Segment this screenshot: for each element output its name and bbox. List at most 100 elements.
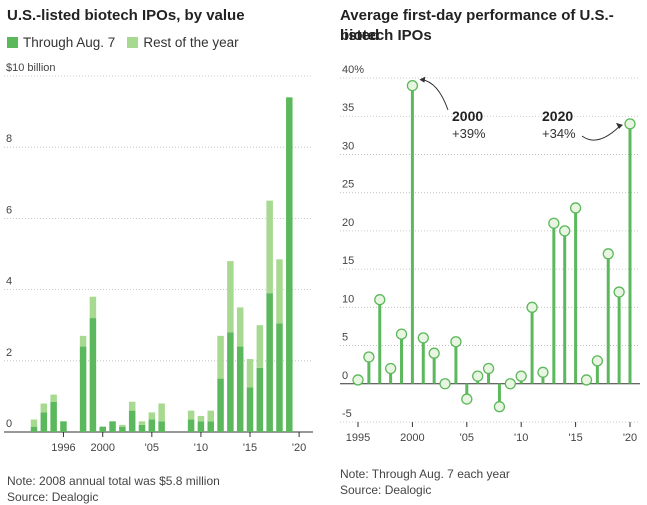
left-chart-title: U.S.-listed biotech IPOs, by value: [7, 7, 245, 24]
x-tick-label: '15: [243, 442, 257, 454]
legend-swatch-primary: [7, 37, 18, 48]
bar-through-aug-2019: [286, 97, 293, 433]
point-2015: [569, 202, 582, 214]
bar-rest-of-year-2004: [138, 421, 146, 425]
annotation-2000-year: 2000: [452, 108, 483, 124]
x-tick-label: 1996: [51, 442, 75, 454]
point-2018: [602, 248, 614, 260]
right-chart-title-line2: biotech IPOs: [340, 27, 432, 44]
bar-through-aug-1993: [30, 426, 38, 432]
y-tick-label: 2: [6, 347, 12, 359]
point-2009: [504, 378, 516, 390]
point-2010: [515, 370, 527, 382]
annotation-2000-arrow: [421, 79, 449, 111]
y-tick-label: 30: [342, 140, 354, 152]
x-tick-label: '10: [514, 432, 528, 444]
point-2012: [537, 366, 549, 378]
bar-rest-of-year-2003: [128, 401, 136, 411]
y-tick-label: -5: [342, 408, 352, 420]
first-day-performance-chart: -5 0 5 10 15 20 25 30 35 40% 1995 2000 '05 '10 '15 '20 2…: [340, 64, 640, 444]
bar-rest-of-year-2011: [207, 410, 214, 422]
y-tick-label: 40%: [342, 64, 364, 76]
bar-rest-of-year-1999: [89, 296, 97, 319]
bar-rest-of-year-2009: [187, 410, 195, 420]
y-tick-label: 20: [342, 217, 354, 229]
bar-through-aug-1995: [50, 401, 57, 432]
y-tick-label: 8: [6, 133, 12, 145]
bar-rest-of-year-1995: [50, 394, 57, 402]
point-2005: [461, 393, 473, 405]
bar-rest-of-year-2006: [158, 403, 165, 422]
bar-through-aug-2004: [138, 424, 146, 432]
bar-rest-of-year-1993: [30, 419, 38, 427]
point-2011: [526, 301, 538, 313]
point-1997: [374, 294, 386, 306]
point-2008: [493, 401, 506, 413]
point-2001: [417, 332, 429, 344]
bar-rest-of-year-2015: [246, 359, 254, 388]
bar-rest-of-year-2012: [217, 335, 224, 379]
legend-swatch-secondary: [127, 37, 139, 48]
x-tick-label: '10: [194, 442, 208, 454]
annotation-2020-arrowhead: [616, 122, 623, 129]
legend-label-rest-of-year: Rest of the year: [143, 35, 239, 50]
bar-through-aug-2001: [109, 421, 116, 432]
point-2002: [428, 347, 440, 359]
bar-through-aug-2000: [99, 426, 106, 432]
point-1998: [384, 362, 397, 375]
y-tick-label: 5: [342, 332, 348, 344]
point-2004: [450, 336, 462, 348]
y-tick-label: 6: [6, 204, 12, 216]
point-2013: [548, 217, 560, 229]
bar-rest-of-year-1994: [40, 403, 48, 413]
bar-rest-of-year-2018: [276, 259, 283, 324]
annotation-2000-arrowhead: [419, 76, 426, 83]
bar-through-aug-1996: [60, 421, 67, 432]
bar-rest-of-year-2014: [236, 307, 244, 347]
right-chart-title-line1: Average first-day performance of U.S.-li…: [340, 7, 614, 44]
x-tick-label: '20: [292, 442, 306, 454]
bar-through-aug-2005: [148, 419, 156, 432]
bar-through-aug-2003: [128, 410, 136, 432]
y-tick-label: 15: [342, 255, 354, 267]
bar-through-aug-2013: [227, 332, 234, 432]
annotation-2020-year: 2020: [542, 108, 573, 124]
bar-through-aug-1998: [79, 346, 87, 432]
point-2007: [482, 362, 495, 375]
point-2003: [439, 378, 451, 390]
y-tick-label: 10: [342, 293, 354, 305]
x-tick-label: 2000: [90, 442, 114, 454]
legend-label-through-aug: Through Aug. 7: [23, 35, 116, 50]
bar-through-aug-2016: [256, 367, 264, 432]
annotation-2000-value: +39%: [452, 126, 486, 141]
point-1996: [363, 351, 375, 363]
bar-through-aug-2009: [187, 419, 195, 432]
right-source: Source: Dealogic: [340, 483, 432, 497]
point-2000: [406, 79, 419, 92]
left-note: Note: 2008 annual total was $5.8 million: [7, 474, 220, 488]
x-tick-label: '15: [568, 432, 582, 444]
left-legend: Through Aug. 7 Rest of the year: [7, 35, 251, 50]
right-note: Note: Through Aug. 7 each year: [340, 467, 510, 481]
bar-rest-of-year-2016: [256, 325, 264, 368]
point-2017: [591, 355, 604, 367]
bar-through-aug-2012: [217, 378, 224, 432]
x-tick-label: 2000: [400, 432, 424, 444]
y-tick-label: 4: [6, 276, 12, 288]
y-tick-label: 0: [6, 418, 12, 430]
x-tick-label: '20: [623, 432, 637, 444]
bar-through-aug-2018: [276, 323, 283, 432]
y-tick-label: 35: [342, 102, 354, 114]
x-tick-label: 1995: [346, 432, 370, 444]
x-tick-label: '05: [145, 442, 159, 454]
bar-through-aug-2015: [246, 387, 254, 432]
y-tick-label: $10 billion: [6, 62, 56, 74]
point-2016: [580, 374, 593, 386]
bar-rest-of-year-2002: [119, 424, 126, 427]
bar-through-aug-2002: [119, 426, 126, 432]
point-2006: [472, 370, 484, 382]
bar-through-aug-2006: [158, 421, 165, 432]
ipo-value-bar-chart: 0 2 4 6 8 $10 billion 1996 2000 '05 '10 '15 '20: [4, 62, 313, 454]
ipo-value-panel: U.S.-listed biotech IPOs, by value Throu…: [0, 0, 320, 505]
bar-rest-of-year-2010: [197, 415, 205, 422]
